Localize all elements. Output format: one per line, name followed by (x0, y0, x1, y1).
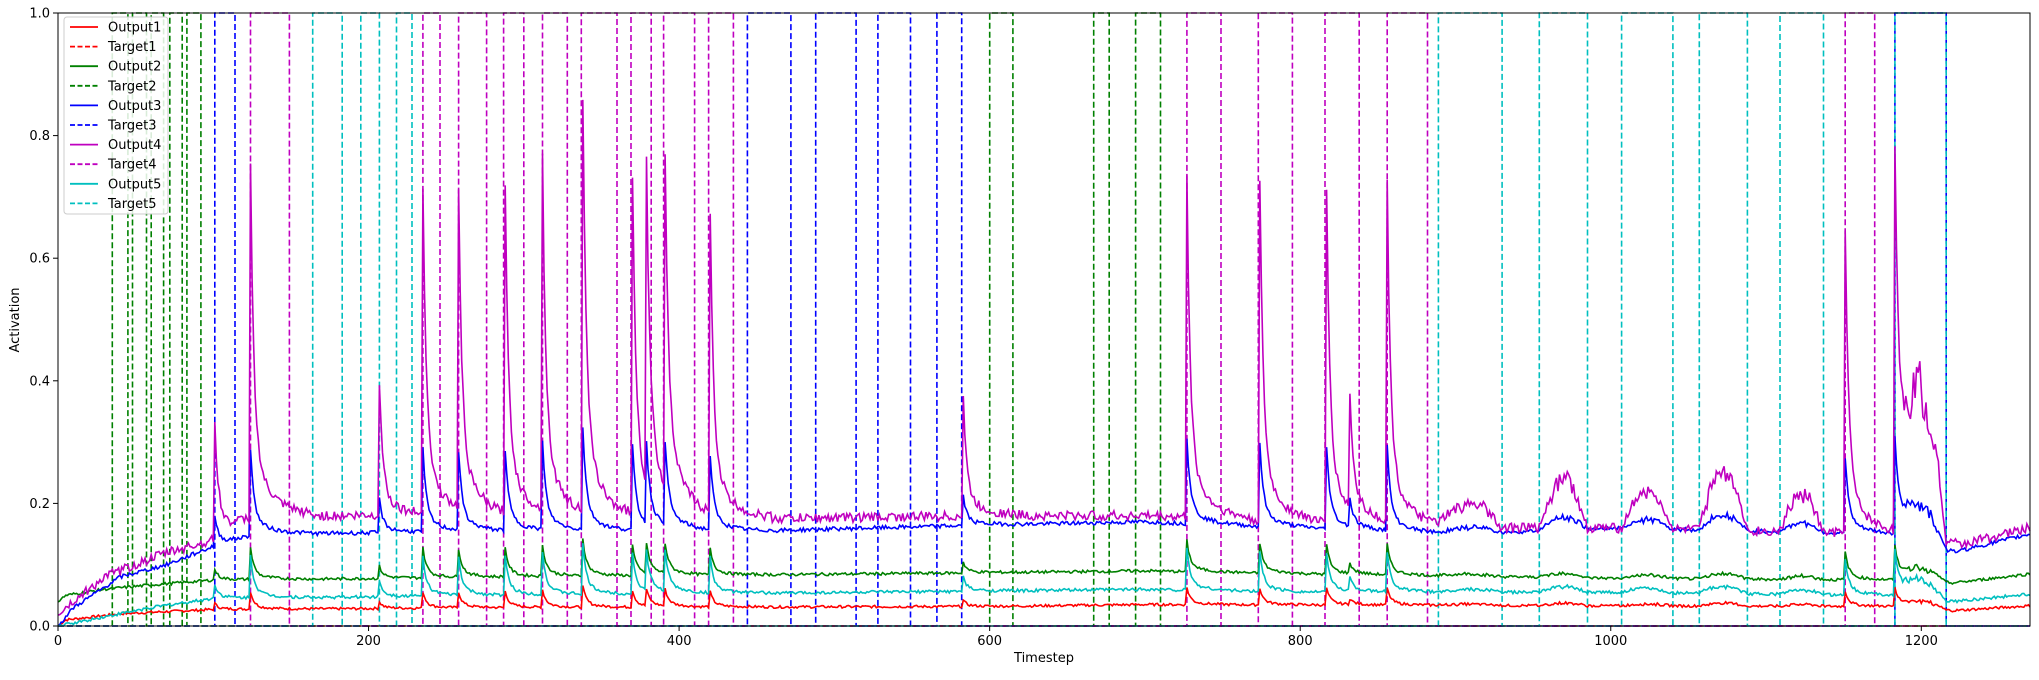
series-line-output4 (57, 99, 2031, 616)
y-tick-label: 0.8 (29, 129, 50, 144)
y-tick-label: 0.6 (29, 252, 50, 267)
y-tick-label: 0.4 (29, 374, 50, 389)
legend-label: Output4 (108, 138, 161, 153)
y-tick-label: 0.0 (29, 620, 50, 635)
series-line-output2 (57, 538, 2031, 603)
x-axis-label: Timestep (1013, 651, 1074, 666)
series-line-output3 (57, 427, 2031, 626)
x-tick-label: 0 (54, 634, 62, 649)
y-tick-label: 0.2 (29, 497, 50, 512)
x-tick-label: 1200 (1905, 634, 1938, 649)
x-tick-label: 600 (977, 634, 1002, 649)
legend: Output1 Target1 Output2 Target2 Output3 Targe… (63, 16, 169, 215)
series-line-target2 (58, 12, 2030, 627)
output-series-layer (57, 99, 2031, 627)
legend-entries: Output1 Target1 Output2 Target2 Output3 Targe… (70, 21, 161, 212)
legend-label: Target1 (107, 40, 157, 55)
legend-label: Output5 (108, 177, 161, 192)
x-tick-label: 800 (1288, 634, 1313, 649)
x-tick-label: 400 (667, 634, 692, 649)
plot-frame (57, 12, 2031, 627)
legend-label: Output3 (108, 99, 161, 114)
legend-label: Target2 (107, 79, 157, 94)
legend-label: Target5 (107, 197, 157, 212)
x-tick-label: 200 (356, 634, 381, 649)
series-line-output5 (57, 543, 2031, 627)
legend-label: Output2 (108, 60, 161, 75)
legend-label: Target3 (107, 119, 157, 134)
y-axis-label: Activation (8, 287, 23, 352)
y-axis-ticks: 0.0 0.2 0.4 0.6 0.8 1.0 (29, 7, 58, 635)
y-tick-label: 1.0 (29, 7, 50, 22)
x-tick-label: 1000 (1594, 634, 1627, 649)
series-line-output1 (57, 585, 2031, 627)
legend-label: Target4 (107, 158, 157, 173)
legend-label: Output1 (108, 21, 161, 36)
x-axis-ticks: 0 200 400 600 800 1000 1200 (54, 626, 1938, 649)
